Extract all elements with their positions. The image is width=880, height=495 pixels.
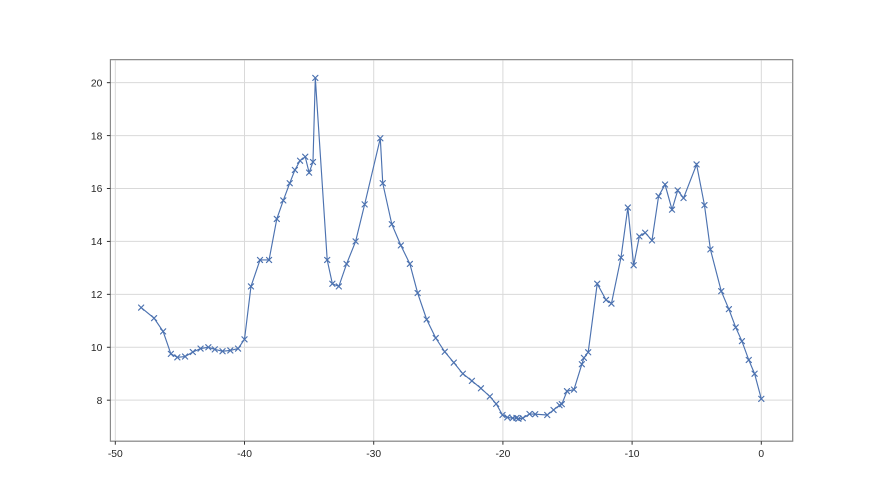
svg-text:-40: -40 (237, 449, 252, 460)
svg-text:10: 10 (91, 343, 103, 354)
svg-text:0: 0 (758, 449, 764, 460)
svg-text:-30: -30 (366, 449, 381, 460)
svg-text:-10: -10 (625, 449, 640, 460)
svg-text:18: 18 (91, 131, 103, 142)
svg-text:16: 16 (91, 184, 103, 195)
svg-text:14: 14 (91, 237, 103, 248)
svg-text:-50: -50 (108, 449, 123, 460)
svg-text:8: 8 (97, 396, 103, 407)
svg-text:12: 12 (91, 290, 103, 301)
svg-text:20: 20 (91, 78, 103, 89)
svg-text:-20: -20 (495, 449, 510, 460)
